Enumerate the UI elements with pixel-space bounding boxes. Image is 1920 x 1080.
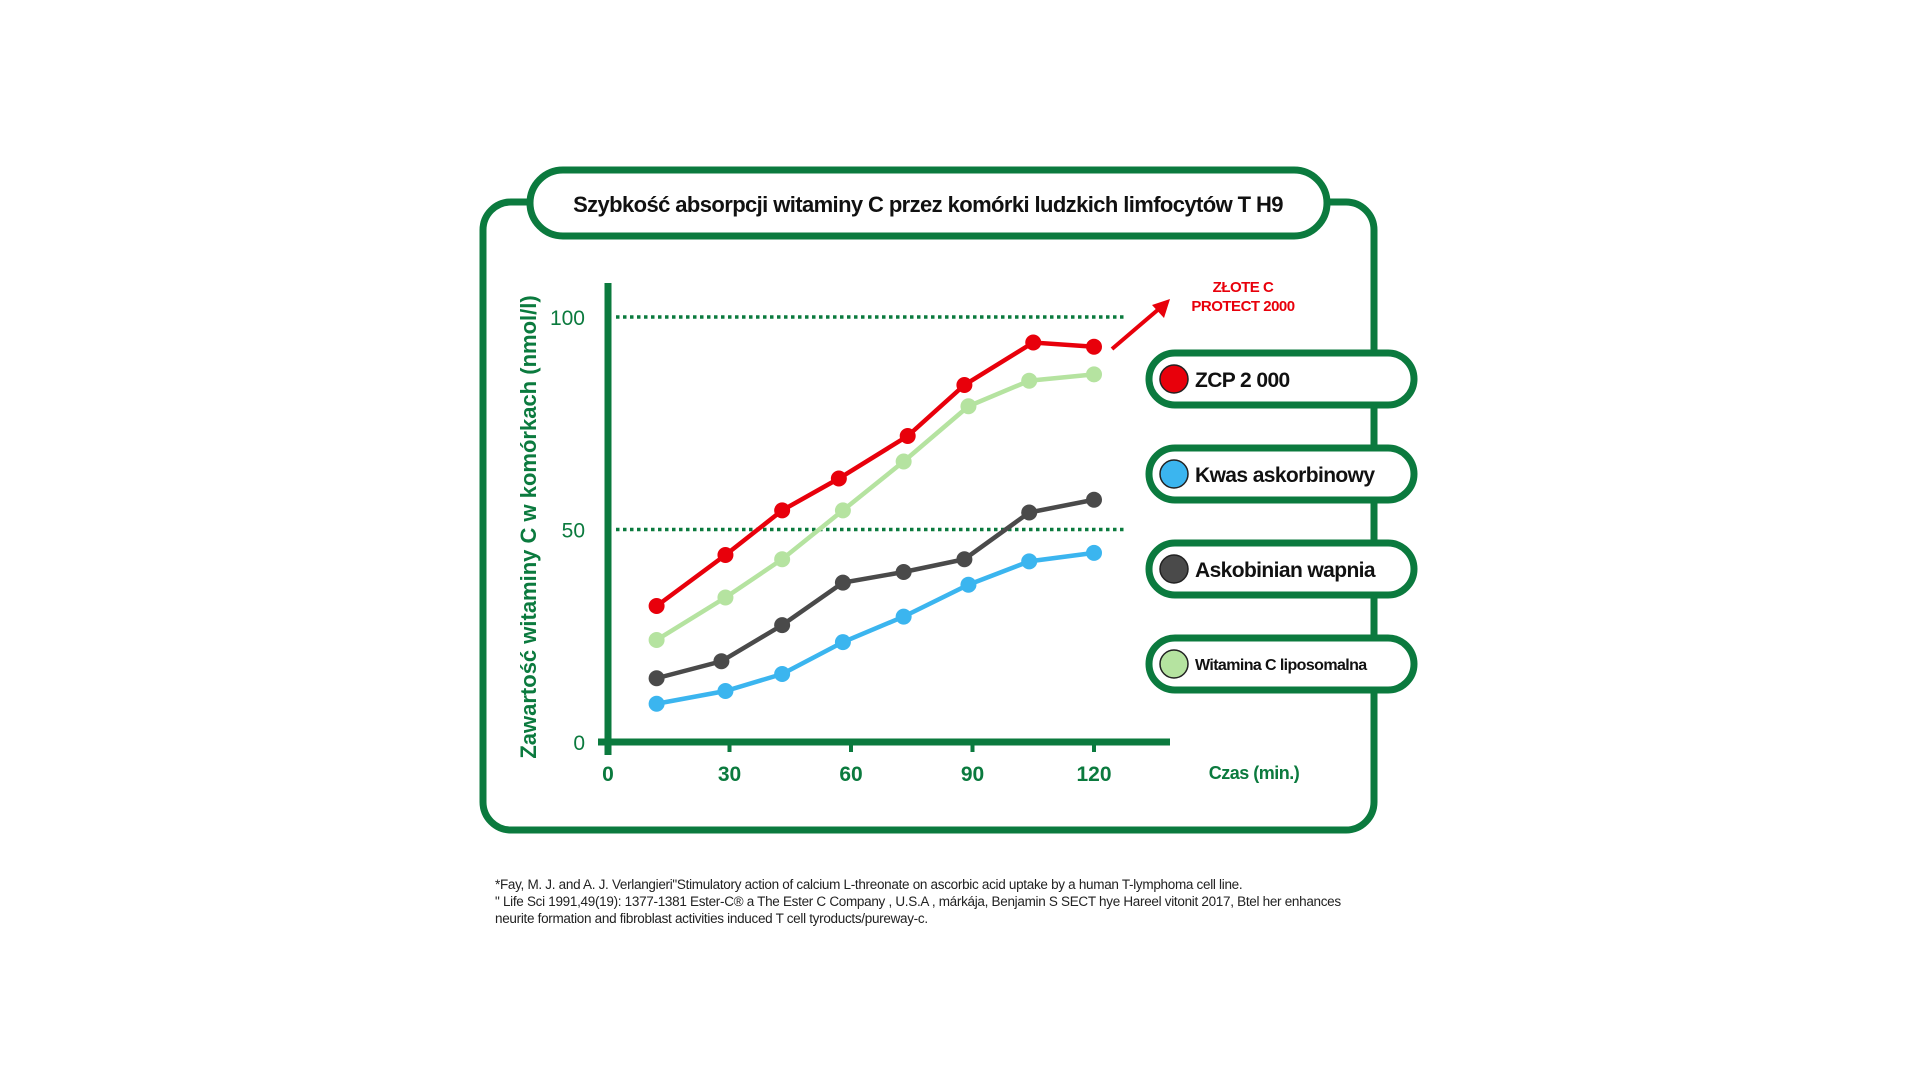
series-line [656,497,1095,681]
legend-swatch-icon [1159,554,1189,584]
footnotes: *Fay, M. J. and A. J. Verlangieri"Stimul… [495,876,1455,927]
data-point [717,589,734,606]
footnote-2: " Life Sci 1991,49(19): 1377-1381 Ester-… [495,894,1341,909]
annotation-line-1: ZŁOTE C [1213,279,1274,296]
y-tick-label: 0 [573,732,585,755]
footnote-1: *Fay, M. J. and A. J. Verlangieri"Stimul… [495,877,1243,892]
chart-frame [479,198,1378,834]
data-point [717,683,734,699]
data-point [956,551,973,568]
data-point [834,574,851,591]
data-point [774,617,791,634]
series-line [656,550,1095,706]
legend-label: Kwas askorbinowy [1195,464,1375,487]
series-2 [648,491,1102,687]
legend-label: ZCP 2 000 [1195,369,1290,392]
data-point [895,608,912,625]
data-point [1021,504,1038,521]
data-point [960,398,977,415]
y-tick-label: 100 [550,307,585,330]
y-axis-label: Zawartość witaminy C w komórkach (nmol/l… [516,295,541,758]
series-3 [648,366,1102,648]
data-point [648,670,665,687]
legend-pill [1145,539,1418,599]
chart-title: Szybkość absorpcji witaminy C przez komó… [573,192,1283,217]
series-1 [648,544,1102,712]
data-point [1021,372,1038,389]
title-pill [526,166,1331,240]
x-tick-label: 90 [961,763,984,786]
x-tick-label: 120 [1076,763,1111,786]
data-point [1086,338,1102,355]
x-tick-label: 30 [718,763,741,786]
x-tick-label: 60 [839,763,862,786]
legend-item-0: ZCP 2 000 [1145,349,1418,409]
arrow-head-icon [1152,299,1170,318]
legend-swatch-icon [1159,649,1189,679]
data-point [774,666,791,682]
data-point [717,547,734,563]
series-0 [648,334,1102,614]
legend-item-1: Kwas askorbinowy [1145,444,1418,504]
footnote-3: neurite formation and fibroblast activit… [495,911,928,926]
legend-pill [1145,349,1418,409]
data-point [1086,544,1102,561]
data-point [830,470,847,487]
legend-label: Askobinian wapnia [1195,559,1376,582]
x-tick-label: 0 [602,763,614,786]
data-point [895,564,912,580]
data-point [895,453,912,470]
data-point [648,598,665,614]
y-tick-label: 50 [562,520,585,543]
data-point [834,634,851,651]
data-point [1021,553,1038,570]
series-line [655,340,1095,608]
data-point [648,695,665,712]
legend-swatch-icon [1159,364,1189,394]
legend-swatch-icon [1159,459,1189,489]
data-point [648,632,665,648]
series-line [655,372,1095,642]
data-point [774,502,791,519]
x-axis-label: Czas (min.) [1209,763,1300,783]
data-point [899,428,916,444]
data-point [834,502,851,519]
data-point [774,551,791,568]
data-point [960,576,977,593]
legend-label: Witamina C liposomalna [1195,657,1367,674]
data-point [713,653,730,670]
data-point [1025,334,1042,351]
annotation-arrow-icon [1110,306,1162,351]
legend-pill [1145,444,1418,504]
data-point [1086,366,1102,383]
annotation-line-2: PROTECT 2000 [1191,298,1294,315]
data-point [1086,491,1102,508]
legend-pill [1145,634,1418,694]
legend-item-3: Witamina C liposomalna [1145,634,1418,694]
zcp-annotation: ZŁOTE C PROTECT 2000 [1110,279,1295,351]
legend-item-2: Askobinian wapnia [1145,539,1418,599]
data-point [956,377,973,393]
